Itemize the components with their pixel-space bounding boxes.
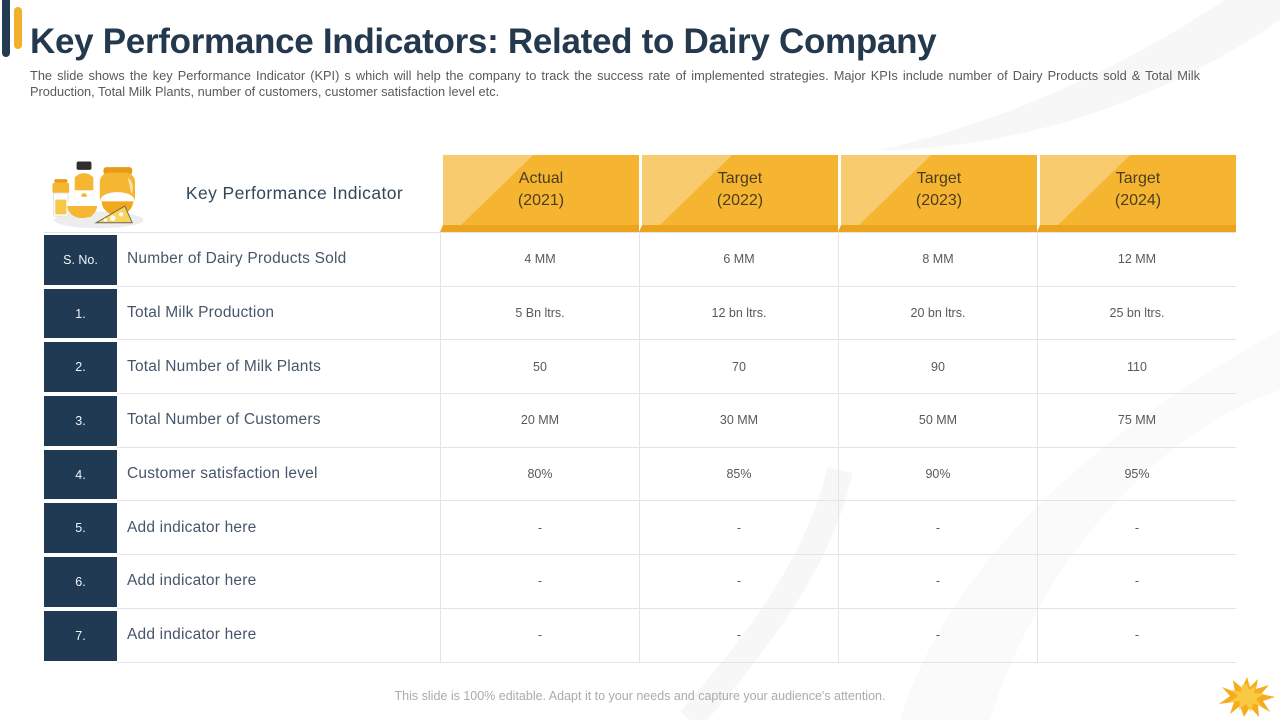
column-header-target-2022: Target (2022) xyxy=(639,155,838,232)
column-header-line2: (2022) xyxy=(716,192,764,209)
value-cell: - xyxy=(838,608,1037,663)
table-row: S. No. Number of Dairy Products Sold 4 M… xyxy=(44,233,1236,287)
indicator-column-header: Key Performance Indicator xyxy=(185,183,404,203)
table-row: 2. Total Number of Milk Plants 50 70 90 … xyxy=(44,340,1236,395)
table-row: 6. Add indicator here - - - - xyxy=(44,555,1236,609)
value-cell: 50 xyxy=(440,340,639,395)
table-row: 7. Add indicator here - - - - xyxy=(44,608,1236,663)
value-cell: 4 MM xyxy=(440,233,639,287)
indicator-cell: Total Number of Customers xyxy=(117,394,440,448)
value-cell: 50 MM xyxy=(838,394,1037,448)
value-cell: 110 xyxy=(1037,340,1236,395)
value-cell: - xyxy=(838,555,1037,609)
indicator-cell: Add indicator here xyxy=(117,609,440,663)
column-header-line1: Target xyxy=(916,170,962,187)
value-cell: 75 MM xyxy=(1037,394,1236,448)
value-cell: - xyxy=(838,501,1037,556)
column-header-line1: Target xyxy=(717,170,763,187)
row-number-cell: S. No. xyxy=(44,233,117,287)
slide-description-line1: The slide shows the key Performance Indi… xyxy=(30,68,1200,83)
indicator-cell: Customer satisfaction level xyxy=(117,448,440,502)
column-header-actual-2021: Actual (2021) xyxy=(440,155,639,232)
table-body: S. No. Number of Dairy Products Sold 4 M… xyxy=(44,232,1236,663)
row-number-cell: 4. xyxy=(44,447,117,502)
table-row: 3. Total Number of Customers 20 MM 30 MM… xyxy=(44,394,1236,448)
indicator-cell: Number of Dairy Products Sold xyxy=(117,233,440,287)
value-cell: 25 bn ltrs. xyxy=(1037,286,1236,341)
value-cell: 5 Bn ltrs. xyxy=(440,286,639,341)
value-cell: - xyxy=(1037,555,1236,609)
indicator-cell: Total Milk Production xyxy=(117,287,440,341)
value-cell: - xyxy=(639,608,838,663)
dairy-products-icon xyxy=(44,155,149,232)
title-accent-bar-gold xyxy=(14,7,22,49)
slide-description-line2: Production, Total Milk Plants, number of… xyxy=(30,84,500,100)
milk-splash-icon xyxy=(1219,677,1275,717)
row-number-cell: 6. xyxy=(44,555,117,609)
column-header-line2: (2021) xyxy=(517,192,565,209)
page-title: Key Performance Indicators: Related to D… xyxy=(30,22,937,61)
column-header-line1: Actual xyxy=(518,170,564,187)
value-cell: 70 xyxy=(639,340,838,395)
value-cell: 80% xyxy=(440,447,639,502)
table-row: 4. Customer satisfaction level 80% 85% 9… xyxy=(44,447,1236,502)
row-number-cell: 2. xyxy=(44,340,117,395)
kpi-table: Key Performance Indicator Actual (2021) … xyxy=(44,155,1236,663)
value-cell: 12 MM xyxy=(1037,233,1236,287)
value-cell: 12 bn ltrs. xyxy=(639,286,838,341)
indicator-cell: Total Number of Milk Plants xyxy=(117,340,440,395)
value-cell: 90% xyxy=(838,447,1037,502)
value-cell: - xyxy=(1037,501,1236,556)
indicator-cell: Add indicator here xyxy=(117,501,440,556)
column-header-target-2024: Target (2024) xyxy=(1037,155,1236,232)
column-header-line1: Target xyxy=(1115,170,1161,187)
column-header-line2: (2024) xyxy=(1114,192,1162,209)
row-number-cell: 5. xyxy=(44,501,117,556)
table-header-row: Key Performance Indicator Actual (2021) … xyxy=(44,155,1236,232)
value-cell: 85% xyxy=(639,447,838,502)
title-accent-bar-navy xyxy=(2,0,10,57)
value-cell: 20 bn ltrs. xyxy=(838,286,1037,341)
column-header-line2: (2023) xyxy=(915,192,963,209)
value-cell: 30 MM xyxy=(639,394,838,448)
value-cell: 20 MM xyxy=(440,394,639,448)
indicator-cell: Add indicator here xyxy=(117,555,440,609)
value-cell: - xyxy=(440,555,639,609)
value-cell: 6 MM xyxy=(639,233,838,287)
value-cell: 8 MM xyxy=(838,233,1037,287)
table-row: 1. Total Milk Production 5 Bn ltrs. 12 b… xyxy=(44,286,1236,341)
value-cell: - xyxy=(440,608,639,663)
row-number-cell: 1. xyxy=(44,286,117,341)
value-cell: - xyxy=(1037,608,1236,663)
slide-description: The slide shows the key Performance Indi… xyxy=(30,68,1200,100)
value-cell: 90 xyxy=(838,340,1037,395)
column-header-target-2023: Target (2023) xyxy=(838,155,1037,232)
row-number-cell: 7. xyxy=(44,608,117,663)
row-number-cell: 3. xyxy=(44,394,117,448)
editable-note: This slide is 100% editable. Adapt it to… xyxy=(394,689,886,703)
value-cell: - xyxy=(639,501,838,556)
value-cell: 95% xyxy=(1037,447,1236,502)
value-cell: - xyxy=(639,555,838,609)
value-cell: - xyxy=(440,501,639,556)
table-row: 5. Add indicator here - - - - xyxy=(44,501,1236,556)
